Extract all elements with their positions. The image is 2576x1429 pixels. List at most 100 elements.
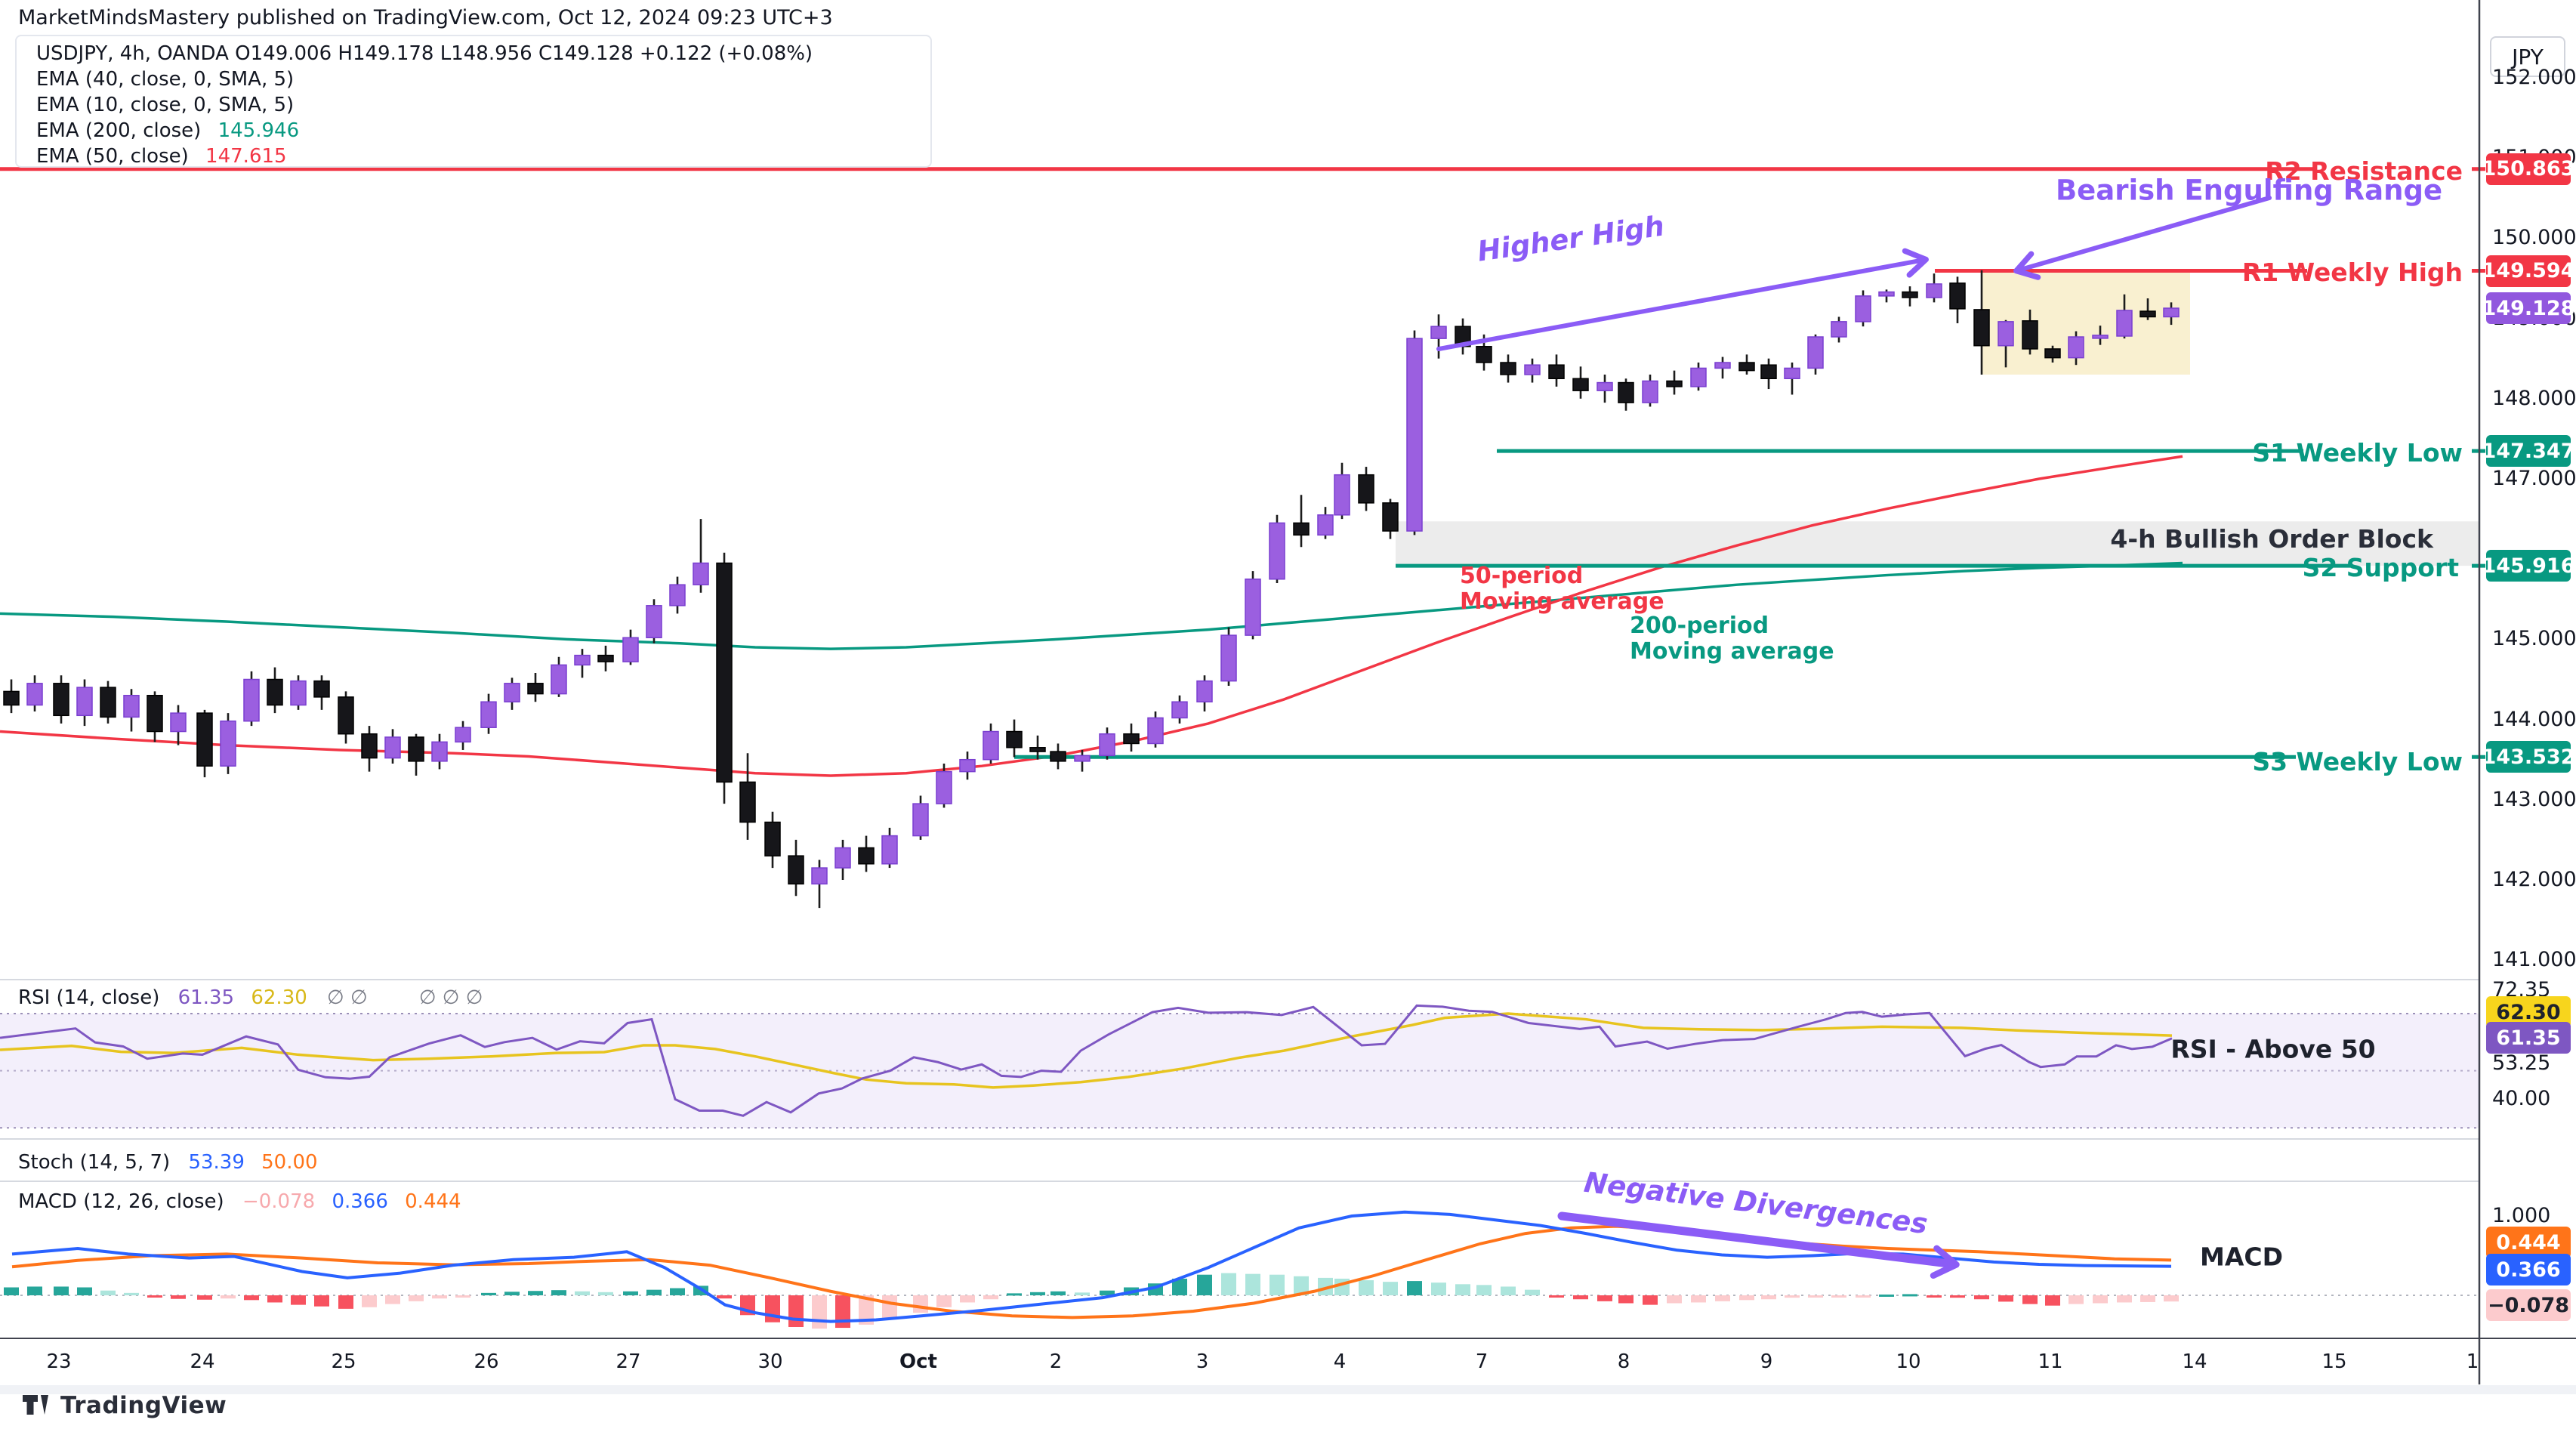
tradingview-logo[interactable]: TradingView <box>23 1392 227 1419</box>
bearish-candle <box>716 562 733 783</box>
order-block-label[interactable]: 4-h Bullish Order Block <box>2110 524 2433 554</box>
bullish-candle <box>170 712 187 733</box>
bullish-candle <box>1642 380 1658 403</box>
r2-resistance-label[interactable]: R2 Resistance <box>2265 156 2463 186</box>
negative-divergence-arrow[interactable] <box>1557 1211 1960 1279</box>
bearish-candle <box>338 696 354 735</box>
rsi-pane[interactable] <box>0 1004 2479 1129</box>
macd-histogram-bar <box>788 1295 804 1327</box>
macd-pane[interactable] <box>0 1210 2479 1329</box>
macd-histogram-bar <box>1407 1281 1422 1295</box>
bullish-candle <box>1926 283 1942 298</box>
macd-histogram-bar <box>1927 1295 1942 1298</box>
bullish-candle <box>1220 634 1237 682</box>
ema50-legend[interactable]: EMA (50, close) 147.615 <box>36 145 287 168</box>
macd-histogram-bar <box>983 1295 998 1300</box>
s3-weekly-low-label[interactable]: S3 Weekly Low <box>2252 747 2463 776</box>
macd-histogram-bar <box>598 1292 613 1295</box>
s1-weekly-low-label[interactable]: S1 Weekly Low <box>2252 438 2463 468</box>
ma200-annotation[interactable]: 200-period Moving average <box>1630 613 1834 665</box>
ma50-annotation[interactable]: 50-period Moving average <box>1460 563 1664 615</box>
macd-histogram-bar <box>1030 1292 1045 1295</box>
price-badge-143.532: 143.532 <box>2482 741 2575 773</box>
bearish-candle <box>1500 362 1516 375</box>
macd-histogram-bar <box>551 1290 566 1295</box>
bullish-candle <box>622 637 639 662</box>
bullish-candle <box>1147 717 1164 745</box>
bullish-candle <box>551 664 567 695</box>
bullish-candle <box>1334 474 1350 516</box>
macd-histogram-bar <box>1618 1295 1634 1304</box>
ema40-legend[interactable]: EMA (40, close, 0, SMA, 5) <box>36 68 295 91</box>
bearish-candle <box>408 736 424 762</box>
legend-box[interactable]: USDJPY, 4h, OANDA O149.006 H149.178 L148… <box>15 35 932 168</box>
bearish-candle <box>1738 362 1755 372</box>
higher-high-arrow[interactable] <box>1436 248 1929 351</box>
bullish-candle <box>290 680 307 706</box>
macd-hist-value: −0.078 <box>242 1190 316 1213</box>
r1-weekly-high-label[interactable]: R1 Weekly High <box>2241 258 2463 287</box>
main-price-pane[interactable] <box>0 167 2485 909</box>
ema200-legend[interactable]: EMA (200, close) 145.946 <box>36 119 299 142</box>
currency-button[interactable]: JPY <box>2490 36 2565 77</box>
rsi-header[interactable]: RSI (14, close) 61.35 62.30 ∅ ∅ ∅ ∅ ∅ <box>18 986 483 1009</box>
bearish-candle <box>1666 380 1683 387</box>
ema200-value: 145.946 <box>217 119 300 142</box>
macd-histogram-bar <box>1525 1289 1540 1295</box>
macd-histogram-bar <box>528 1291 543 1295</box>
symbol-ohlc-line[interactable]: USDJPY, 4h, OANDA O149.006 H149.178 L148… <box>36 42 813 65</box>
time-tick-9: 9 <box>1760 1350 1773 1373</box>
macd-header[interactable]: MACD (12, 26, close) −0.078 0.366 0.444 <box>18 1190 461 1213</box>
time-tick-24: 24 <box>190 1350 215 1373</box>
bullish-candle <box>983 730 999 761</box>
bearish-engulfing-arrow[interactable] <box>2013 196 2272 280</box>
macd-badge-−0.078: −0.078 <box>2486 1289 2571 1321</box>
macd-histogram-bar <box>2069 1295 2084 1304</box>
macd-histogram-bar <box>244 1295 259 1301</box>
stoch-header[interactable]: Stoch (14, 5, 7) 53.39 50.00 <box>18 1151 318 1174</box>
bearish-candle <box>764 821 781 856</box>
macd-histogram-bar <box>338 1295 353 1309</box>
bullish-candle <box>2163 307 2180 318</box>
macd-note-label[interactable]: MACD <box>2200 1242 2283 1272</box>
price-badge-145.916: 145.916 <box>2482 550 2575 582</box>
macd-histogram-bar <box>171 1295 186 1299</box>
time-tick-25: 25 <box>331 1350 356 1373</box>
macd-histogram-bar <box>1998 1295 2013 1302</box>
macd-signal-line <box>11 1224 2172 1319</box>
macd-histogram-bar <box>1879 1294 1894 1297</box>
bullish-candle <box>384 736 401 759</box>
bearish-candle <box>2022 320 2038 350</box>
macd-histogram-bar <box>77 1287 92 1295</box>
time-tick-Oct: Oct <box>899 1350 937 1373</box>
macd-histogram-bar <box>1455 1284 1470 1295</box>
macd-histogram-bar <box>267 1295 282 1303</box>
ema50-line <box>0 455 2183 777</box>
bullish-candle <box>1714 362 1731 369</box>
s2-support-label[interactable]: S2 Support <box>2302 553 2459 582</box>
ema10-legend[interactable]: EMA (10, close, 0, SMA, 5) <box>36 94 295 116</box>
macd-histogram-bar <box>1245 1273 1260 1295</box>
macd-histogram-bar <box>1785 1295 1800 1298</box>
macd-histogram-bar <box>1950 1295 1965 1298</box>
price-badge-149.128: 149.128 <box>2482 292 2575 324</box>
price-badge-150.863: 150.863 <box>2482 153 2575 185</box>
rsi-note-label[interactable]: RSI - Above 50 <box>2170 1034 2376 1064</box>
macd-histogram-bar <box>1831 1295 1846 1298</box>
ma50-line1: 50-period <box>1460 563 1584 589</box>
bearish-candle <box>1548 364 1565 380</box>
tradingview-logo-icon <box>23 1395 48 1415</box>
bullish-candle <box>1171 701 1188 719</box>
bearish-candle <box>3 690 20 706</box>
bearish-candle <box>1572 378 1589 391</box>
bearish-candle <box>739 781 756 823</box>
bullish-candle <box>811 867 828 885</box>
rsi-value: 61.35 <box>177 986 235 1009</box>
macd-histogram-bar <box>1808 1295 1823 1298</box>
bearish-engulfing-label[interactable]: Bearish Engulfing Range <box>2055 174 2443 207</box>
macd-histogram-bar <box>124 1292 139 1295</box>
bearish-candle <box>1902 291 1918 298</box>
time-tick-27: 27 <box>615 1350 641 1373</box>
macd-histogram-bar <box>913 1295 928 1313</box>
